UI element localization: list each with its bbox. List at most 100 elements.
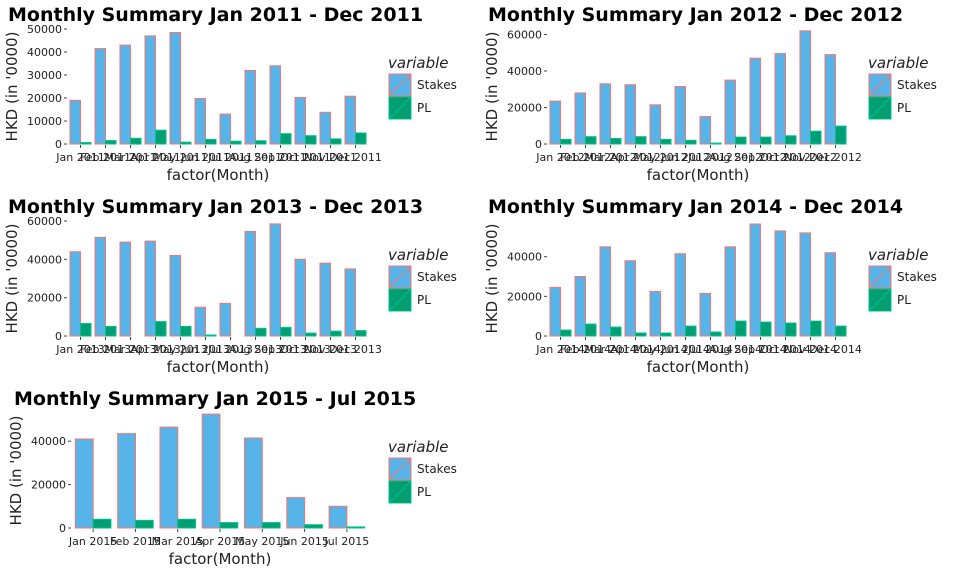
bar-stakes (286, 497, 306, 529)
bar-stakes (219, 302, 231, 337)
bar-pl (735, 136, 747, 145)
bar-stakes (824, 54, 836, 145)
x-axis-title: factor(Month) (169, 550, 272, 568)
legend-key-slash (388, 96, 412, 120)
bar-pl (105, 140, 117, 145)
bar-stakes (649, 290, 661, 337)
x-tick-label: Jun 2013 (180, 343, 230, 356)
x-tick-label: Aug 2012 (709, 151, 762, 164)
x-tick-label: Jan 2014 (535, 343, 584, 356)
x-tick-label: Dec 2014 (809, 343, 862, 356)
legend-label-pl: PL (417, 485, 431, 499)
bar-pl (180, 141, 192, 145)
legend-title: variable (388, 54, 449, 72)
bar-pl (155, 129, 167, 145)
x-axis-title: factor(Month) (167, 358, 270, 376)
x-tick-label: Oct 2013 (280, 343, 331, 356)
bar-pl (355, 330, 367, 337)
bar-pl (346, 526, 366, 529)
bar-pl (177, 518, 196, 529)
x-tick-label: Nov 2014 (784, 343, 837, 356)
bar-stakes (169, 32, 181, 145)
legend-label-stakes: Stakes (417, 78, 457, 92)
bar-pl (219, 522, 239, 529)
legend-key-slash (388, 288, 412, 312)
bar-stakes (574, 92, 586, 145)
x-tick-label: Apr 2015 (195, 535, 246, 548)
bar-stakes (294, 97, 306, 145)
bar-pl (305, 332, 317, 337)
legend-label-pl: PL (417, 293, 431, 307)
x-tick-label: Jan 2012 (535, 151, 584, 164)
bar-pl (685, 139, 697, 145)
bar-stakes (144, 35, 156, 145)
bar-stakes (724, 79, 736, 145)
y-tick-label: 40000 (27, 46, 62, 59)
bar-pl (355, 132, 367, 145)
bar-pl (80, 323, 92, 337)
bar-stakes (194, 98, 206, 145)
bar-pl (610, 326, 622, 337)
x-tick-label: May 2012 (633, 151, 687, 164)
y-tick-label: 10000 (27, 115, 62, 128)
bar-pl (685, 325, 697, 337)
chart-panel: Monthly Summary Jan 2013 - Dec 2013 0 2000… (3, 196, 457, 376)
x-tick-label: Jul 2012 (687, 151, 733, 164)
y-tick-label: 0 (535, 330, 542, 343)
y-axis-title: HKD (in '0000) (483, 32, 501, 142)
bar-stakes (117, 433, 136, 529)
legend-key-slash (388, 480, 412, 504)
bar-pl (760, 321, 772, 337)
x-tick-label: Nov 2011 (304, 151, 357, 164)
bar-stakes (799, 30, 811, 145)
bar-stakes (549, 100, 561, 145)
bar-pl (155, 321, 167, 337)
bar-stakes (119, 44, 131, 145)
x-axis-title: factor(Month) (647, 166, 750, 184)
bar-stakes (574, 276, 586, 337)
x-tick-label: Feb 2015 (110, 535, 161, 548)
bar-pl (280, 326, 292, 337)
legend-title: variable (868, 246, 929, 264)
bar-stakes (699, 292, 711, 337)
legend-title: variable (388, 246, 449, 264)
x-tick-label: Oct 2012 (760, 151, 811, 164)
legend-title: variable (868, 54, 929, 72)
bar-stakes (294, 258, 306, 337)
x-tick-label: Apr 2012 (610, 151, 661, 164)
bar-stakes (169, 255, 181, 337)
x-tick-label: Feb 2014 (560, 343, 611, 356)
y-tick-label: 60000 (507, 28, 542, 41)
bar-stakes (244, 231, 256, 337)
chart-title: Monthly Summary Jan 2015 - Jul 2015 (14, 388, 416, 410)
x-tick-label: Apr 2013 (130, 343, 181, 356)
chart-panel: Monthly Summary Jan 2012 - Dec 2012 0 2000… (483, 4, 937, 184)
x-tick-label: Apr 2014 (610, 343, 661, 356)
x-tick-label: Dec 2013 (329, 343, 382, 356)
bar-stakes (674, 86, 686, 145)
x-tick-label: Apr 2011 (130, 151, 181, 164)
bar-pl (785, 322, 797, 337)
y-tick-label: 20000 (27, 92, 62, 105)
x-tick-label: Nov 2013 (304, 343, 357, 356)
x-tick-label: Dec 2012 (809, 151, 862, 164)
legend-label-pl: PL (897, 101, 911, 115)
legend: variable Stakes PL (388, 246, 457, 312)
x-axis-title: factor(Month) (167, 166, 270, 184)
x-tick-label: Jun 2015 (279, 535, 329, 548)
y-axis-title: HKD (in '0000) (3, 32, 21, 142)
bar-stakes (269, 223, 281, 337)
bar-pl (92, 518, 112, 529)
bar-pl (205, 334, 217, 337)
y-axis-title: HKD (in '0000) (7, 416, 25, 526)
bar-pl (810, 320, 822, 337)
x-tick-label: Sep 2011 (254, 151, 306, 164)
x-tick-label: Jun 2011 (180, 151, 230, 164)
bar-pl (710, 331, 722, 337)
bar-pl (660, 138, 672, 145)
bar-pl (710, 142, 722, 145)
x-tick-label: Jun 2012 (660, 151, 710, 164)
y-tick-label: 20000 (31, 479, 66, 492)
legend-label-stakes: Stakes (897, 270, 937, 284)
